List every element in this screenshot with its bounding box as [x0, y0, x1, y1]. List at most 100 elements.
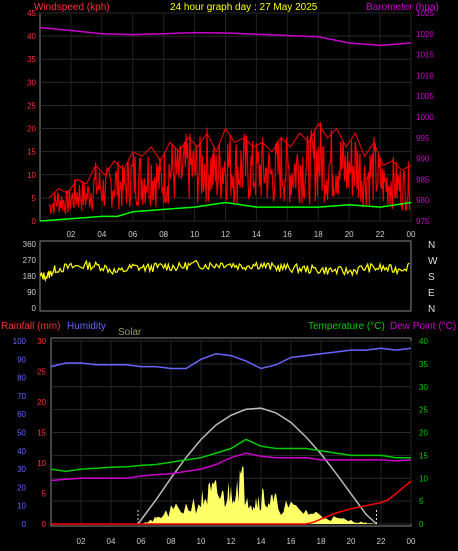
x-tick: 12 — [227, 537, 236, 546]
temperature-tick: 0 — [419, 520, 424, 529]
humidity-tick: 70 — [17, 392, 26, 401]
y-right-tick: 1010 — [416, 71, 434, 80]
y-left-tick: 30 — [27, 78, 36, 87]
direction-tick: 90 — [27, 288, 36, 297]
y-left-tick: 15 — [27, 148, 36, 157]
rainfall-label: Rainfall (mm) — [1, 321, 60, 332]
solar-max-line — [137, 407, 378, 525]
compass-tick: N — [428, 304, 435, 315]
windspeed-line — [48, 122, 411, 215]
x-tick: 16 — [283, 230, 292, 239]
x-tick: 12 — [221, 230, 230, 239]
humidity-tick: 80 — [17, 374, 26, 383]
y-left-tick: 5 — [32, 194, 37, 203]
temperature-tick: 30 — [419, 383, 428, 392]
y-right-tick: 990 — [416, 155, 430, 164]
x-tick: 08 — [167, 537, 176, 546]
direction-tick: 0 — [32, 304, 37, 313]
humidity-tick: 100 — [13, 337, 27, 346]
wind-chart: 0510152025303540459759809859909951000100… — [27, 9, 434, 239]
direction-tick: 270 — [23, 256, 37, 265]
y-right-tick: 985 — [416, 175, 430, 184]
x-tick: 22 — [376, 230, 385, 239]
y-right-tick: 975 — [416, 217, 430, 226]
x-tick: 06 — [137, 537, 146, 546]
barometer-label: Barometer (hpa) — [366, 2, 439, 13]
x-tick: 18 — [314, 230, 323, 239]
compass-tick: S — [428, 272, 435, 283]
y-left-tick: 0 — [32, 217, 37, 226]
rainfall-tick: 5 — [42, 490, 47, 499]
x-tick: 10 — [197, 537, 206, 546]
x-tick: 06 — [128, 230, 137, 239]
humidity-label: Humidity — [67, 321, 106, 332]
y-right-tick: 980 — [416, 196, 430, 205]
y-left-tick: 35 — [27, 55, 36, 64]
wind-direction-line — [39, 259, 410, 282]
y-right-tick: 1015 — [416, 51, 434, 60]
temperature-label: Temperature (°C) — [308, 321, 385, 332]
humidity-tick: 20 — [17, 483, 26, 492]
rainfall-tick: 10 — [37, 459, 46, 468]
humidity-tick: 40 — [17, 447, 26, 456]
x-tick: 18 — [317, 537, 326, 546]
humidity-tick: 10 — [17, 502, 26, 511]
x-tick: 04 — [97, 230, 106, 239]
direction-tick: 180 — [23, 272, 37, 281]
humidity-tick: 30 — [17, 465, 26, 474]
x-tick: 14 — [252, 230, 261, 239]
direction-panel-frame — [39, 240, 412, 312]
y-left-tick: 40 — [27, 32, 36, 41]
temperature-tick: 15 — [419, 451, 428, 460]
y-right-tick: 995 — [416, 134, 430, 143]
solar-area — [138, 466, 377, 524]
temperature-tick: 40 — [419, 337, 428, 346]
x-tick: 08 — [159, 230, 168, 239]
humidity-line — [50, 347, 412, 370]
y-left-tick: 10 — [27, 171, 36, 180]
x-tick: 22 — [377, 537, 386, 546]
rain-temp-chart: 0102030405060708090100051015202530051015… — [13, 337, 429, 546]
compass-tick: W — [428, 256, 438, 267]
humidity-tick: 50 — [17, 429, 26, 438]
temperature-tick: 5 — [419, 497, 424, 506]
x-tick: 16 — [287, 537, 296, 546]
windspeed-label: Windspeed (kph) — [34, 2, 110, 13]
solar-label: Solar — [118, 327, 142, 338]
rainfall-tick: 30 — [37, 337, 46, 346]
y-right-tick: 1000 — [416, 113, 434, 122]
y-right-tick: 1020 — [416, 30, 434, 39]
humidity-tick: 90 — [17, 355, 26, 364]
y-right-tick: 1005 — [416, 92, 434, 101]
x-tick: 04 — [107, 537, 116, 546]
dewpoint-label: Dew Point (°C) — [390, 321, 456, 332]
y-left-tick: 45 — [27, 9, 36, 18]
compass-tick: E — [428, 288, 435, 299]
y-left-tick: 20 — [27, 125, 36, 134]
temperature-tick: 25 — [419, 406, 428, 415]
x-tick: 00 — [407, 537, 416, 546]
x-tick: 14 — [257, 537, 266, 546]
windgust-line — [48, 122, 412, 199]
compass-tick: N — [428, 240, 435, 251]
windavg-line — [39, 201, 412, 222]
x-tick: 02 — [77, 537, 86, 546]
dewpoint-line — [50, 452, 412, 482]
rainfall-line — [51, 480, 412, 525]
graph-title: 24 hour graph day : 27 May 2025 — [170, 2, 318, 13]
x-tick: 00 — [407, 230, 416, 239]
x-tick: 20 — [347, 537, 356, 546]
rainfall-tick: 0 — [42, 520, 47, 529]
rainfall-tick: 20 — [37, 398, 46, 407]
rainfall-tick: 25 — [37, 368, 46, 377]
temperature-tick: 20 — [419, 429, 428, 438]
temperature-tick: 10 — [419, 474, 428, 483]
x-tick: 20 — [345, 230, 354, 239]
humidity-tick: 0 — [22, 520, 27, 529]
y-left-tick: 25 — [27, 101, 36, 110]
y-right-tick: 1025 — [416, 9, 434, 18]
direction-tick: 360 — [23, 240, 37, 249]
barometer-line — [39, 26, 412, 47]
